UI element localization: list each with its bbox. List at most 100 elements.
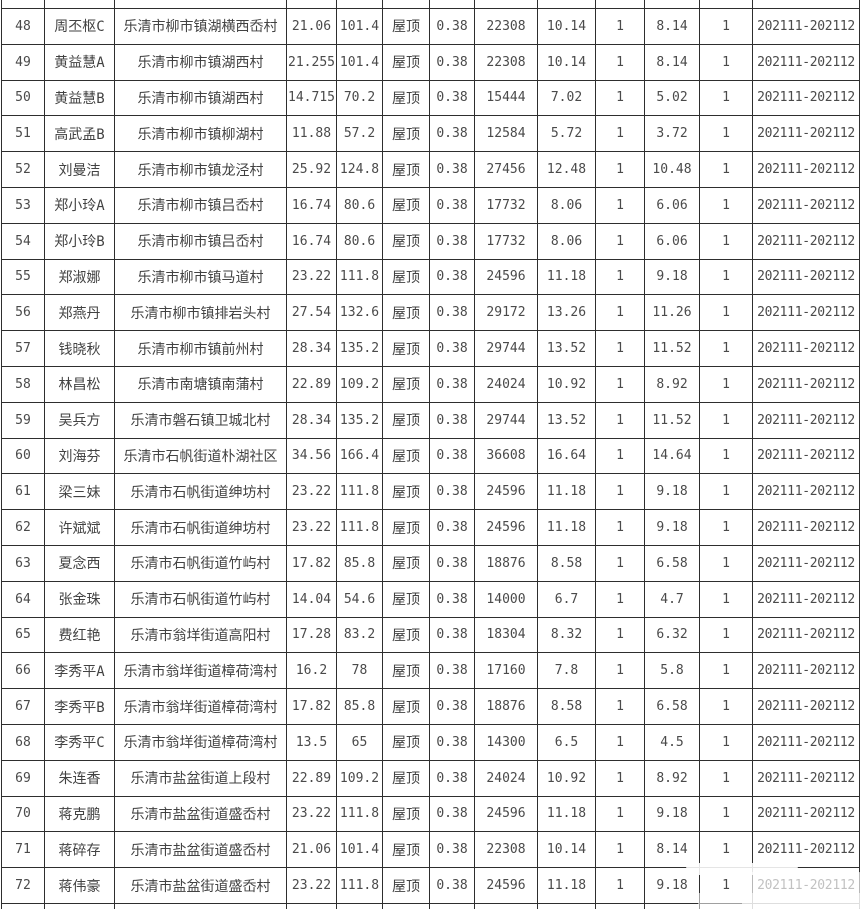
cell-count2-value: 1 [699, 8, 753, 45]
cell-amount-value: 10.92 [537, 365, 596, 403]
cell-owner-name: 朱连香 [44, 759, 115, 797]
cell-subsidy-value: 10.48 [644, 151, 700, 188]
cell-village-address: 乐清市柳市镇吕岙村 [114, 186, 287, 224]
cell-monthly-value [336, 0, 383, 9]
cell-generation-value: 27456 [474, 151, 538, 188]
cell-row-number: 57 [1, 330, 45, 367]
cell-monthly-value: 83.2 [336, 616, 383, 654]
cell-owner-name: 黄益慧A [44, 43, 115, 81]
cell-count2-value: 1 [699, 652, 753, 690]
cell-row-number: 63 [1, 544, 45, 582]
cell-install-type: 屋顶 [382, 616, 430, 654]
cell-install-type: 屋顶 [382, 258, 430, 296]
cell-count-value: 1 [595, 759, 645, 797]
cell-count2-value: 1 [699, 437, 753, 475]
cell-capacity-value: 14.715 [286, 79, 337, 117]
cell-rate-value: 0.38 [429, 616, 475, 654]
cell-owner-name: 高武孟B [44, 115, 115, 153]
cell-capacity-value: 28.34 [286, 401, 337, 439]
cell-install-type: 屋顶 [382, 580, 430, 618]
cell-village-address: 乐清市石帆街道竹屿村 [114, 544, 287, 582]
table-row: 70 蒋克鹏 乐清市盐盆街道盛岙村 23.22 111.8 屋顶 0.38 24596 11.1… [1, 795, 860, 833]
cell-capacity-value: 16.74 [286, 186, 337, 224]
cell-install-type: 屋顶 [382, 544, 430, 582]
cell-owner-name: 郑小玲B [44, 222, 115, 260]
cell-rate-value: 0.38 [429, 652, 475, 690]
cell-amount-value: 11.18 [537, 867, 596, 904]
cell-subsidy-value: 6.06 [644, 222, 700, 260]
cell-monthly-value: 109.2 [336, 365, 383, 403]
cell-install-type: 屋顶 [382, 222, 430, 260]
cell-subsidy-value: 6.06 [644, 186, 700, 224]
cell-settle-period: 202111-202112 [752, 688, 860, 725]
cell-village-address: 乐清市翁垟街道樟荷湾村 [114, 688, 287, 725]
cell-count-value: 1 [595, 473, 645, 511]
cell-village-address: 乐清市柳市镇马道村 [114, 258, 287, 296]
cell-subsidy-value: 8.92 [644, 759, 700, 797]
table-row: 67 李秀平B 乐清市翁垟街道樟荷湾村 17.82 85.8 屋顶 0.38 18876 8.5… [1, 688, 860, 725]
table-row: 60 刘海芬 乐清市石帆街道朴湖社区 34.56 166.4 屋顶 0.38 36608 16.… [1, 437, 860, 475]
cell-monthly-value: 54.6 [336, 580, 383, 618]
cell-row-number: 70 [1, 795, 45, 833]
cell-generation-value: 24596 [474, 509, 538, 546]
cell-monthly-value: 124.8 [336, 151, 383, 188]
cell-capacity-value: 23.22 [286, 258, 337, 296]
cell-install-type: 屋顶 [382, 294, 430, 332]
cell-row-number: 59 [1, 401, 45, 439]
cell-capacity-value: 23.22 [286, 509, 337, 546]
cell-count2-value: 1 [699, 759, 753, 797]
cell-amount-value: 8.58 [537, 688, 596, 725]
cell-count-value [595, 0, 645, 9]
cell-capacity-value: 21.255 [286, 43, 337, 81]
cell-generation-value: 14300 [474, 723, 538, 761]
cell-settle-period: 202111-202112 [752, 79, 860, 117]
cell-amount-value: 6.5 [537, 723, 596, 761]
cell-generation-value: 17732 [474, 186, 538, 224]
cell-owner-name: 刘曼洁 [44, 151, 115, 188]
cell-install-type: 屋顶 [382, 509, 430, 546]
cell-generation-value: 29744 [474, 330, 538, 367]
cell-subsidy-value: 11.52 [644, 330, 700, 367]
cell-settle-period: 202111-202112 [752, 8, 860, 45]
cell-install-type: 屋顶 [382, 723, 430, 761]
cell-monthly-value: 111.8 [336, 509, 383, 546]
cell-owner-name: 郑淑娜 [44, 258, 115, 296]
cell-generation-value: 29744 [474, 401, 538, 439]
cell-village-address: 乐清市翁垟街道樟荷湾村 [114, 652, 287, 690]
cell-count2-value: 1 [699, 115, 753, 153]
cell-generation-value: 18876 [474, 544, 538, 582]
cell-village-address: 乐清市磐石镇卫城北村 [114, 401, 287, 439]
cell-row-number: 49 [1, 43, 45, 81]
cell-generation-value: 17160 [474, 652, 538, 690]
cell-row-number: 56 [1, 294, 45, 332]
cell-amount-value: 11.18 [537, 795, 596, 833]
cell-rate-value: 0.38 [429, 580, 475, 618]
cell-subsidy-value: 11.26 [644, 294, 700, 332]
cell-settle-period: 202111-202112 [752, 759, 860, 797]
cell-settle-period: 202111-202112 [752, 151, 860, 188]
cell-owner-name: 许斌斌 [44, 509, 115, 546]
cell-count-value: 1 [595, 151, 645, 188]
cell-monthly-value: 135.2 [336, 401, 383, 439]
cell-count2-value: 1 [699, 723, 753, 761]
cell-settle-period: 202111-202112 [752, 723, 860, 761]
cell-amount-value: 8.06 [537, 222, 596, 260]
cell-count-value: 1 [595, 79, 645, 117]
cell-village-address: 乐清市柳市镇湖西村 [114, 79, 287, 117]
cell-owner-name [44, 902, 115, 909]
table-row: 71 蒋碎存 乐清市盐盆街道盛岙村 21.06 101.4 屋顶 0.38 22308 10.1… [1, 831, 860, 869]
cell-capacity-value: 17.82 [286, 544, 337, 582]
cell-count2-value: 1 [699, 401, 753, 439]
cell-amount-value: 10.14 [537, 8, 596, 45]
table-row: 54 郑小玲B 乐清市柳市镇吕岙村 16.74 80.6 屋顶 0.38 17732 8.06 1… [1, 222, 860, 260]
cell-village-address: 乐清市南塘镇南蒲村 [114, 365, 287, 403]
cell-settle-period [752, 0, 860, 9]
cell-count-value: 1 [595, 401, 645, 439]
table-row: 59 吴兵方 乐清市磐石镇卫城北村 28.34 135.2 屋顶 0.38 29744 13.5… [1, 401, 860, 439]
cell-amount-value: 10.14 [537, 831, 596, 869]
cell-rate-value [429, 902, 475, 909]
cell-village-address: 乐清市石帆街道朴湖社区 [114, 437, 287, 475]
cell-generation-value: 24596 [474, 473, 538, 511]
cell-row-number: 53 [1, 186, 45, 224]
